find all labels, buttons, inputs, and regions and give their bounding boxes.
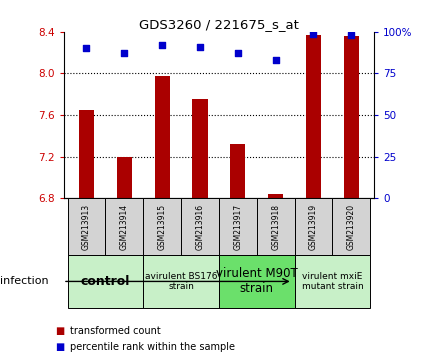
Bar	[295, 198, 332, 255]
Bar	[257, 198, 295, 255]
Bar	[68, 255, 143, 308]
Bar	[295, 255, 370, 308]
Point	[310, 31, 317, 36]
Bar	[181, 198, 219, 255]
Text: infection: infection	[0, 276, 48, 286]
Text: GSM213918: GSM213918	[271, 204, 280, 250]
Point	[348, 32, 355, 38]
Text: ■: ■	[55, 326, 65, 336]
Text: transformed count: transformed count	[70, 326, 161, 336]
Bar	[117, 156, 132, 198]
Bar	[79, 110, 94, 198]
Bar	[155, 75, 170, 198]
Text: GSM213916: GSM213916	[196, 204, 204, 250]
Point	[235, 51, 241, 56]
Point	[83, 46, 90, 51]
Text: GSM213913: GSM213913	[82, 204, 91, 250]
Point	[272, 57, 279, 63]
Bar	[143, 198, 181, 255]
Bar	[268, 194, 283, 198]
Bar	[219, 255, 295, 308]
Text: GSM213919: GSM213919	[309, 204, 318, 250]
Text: percentile rank within the sample: percentile rank within the sample	[70, 342, 235, 352]
Text: GSM213914: GSM213914	[120, 204, 129, 250]
Bar	[105, 198, 143, 255]
Text: ■: ■	[55, 342, 65, 352]
Point	[159, 42, 165, 48]
Text: GSM213920: GSM213920	[347, 204, 356, 250]
Bar	[344, 36, 359, 198]
Text: control: control	[81, 275, 130, 288]
Bar	[219, 198, 257, 255]
Text: virulent M90T
strain: virulent M90T strain	[216, 267, 298, 296]
Text: GSM213917: GSM213917	[233, 204, 242, 250]
Bar	[306, 35, 321, 198]
Bar	[193, 99, 207, 198]
Text: avirulent BS176
strain: avirulent BS176 strain	[145, 272, 217, 291]
Point	[121, 51, 128, 56]
Title: GDS3260 / 221675_s_at: GDS3260 / 221675_s_at	[139, 18, 299, 31]
Text: GSM213915: GSM213915	[158, 204, 167, 250]
Point	[196, 44, 203, 50]
Bar	[68, 198, 105, 255]
Bar	[143, 255, 219, 308]
Bar	[332, 198, 370, 255]
Text: virulent mxiE
mutant strain: virulent mxiE mutant strain	[301, 272, 363, 291]
Bar	[230, 144, 245, 198]
